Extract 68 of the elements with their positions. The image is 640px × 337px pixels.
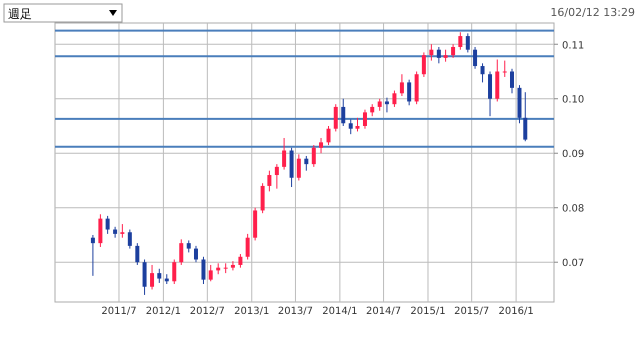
candlestick: [120, 224, 124, 238]
candlestick: [164, 274, 169, 285]
candlestick: [186, 240, 191, 253]
candlestick: [458, 32, 462, 50]
candlestick: [150, 264, 154, 290]
x-tick-label: 2015/7: [454, 306, 490, 317]
x-tick-label: 2015/1: [410, 306, 446, 317]
candlestick: [208, 264, 213, 282]
candlestick: [319, 137, 324, 154]
candlestick: [510, 68, 514, 94]
candlestick: [370, 104, 374, 117]
candlestick: [246, 233, 250, 260]
candlestick: [362, 109, 367, 130]
candlestick: [106, 215, 110, 234]
candlestick: [216, 262, 220, 275]
x-tick-label: 2014/7: [366, 306, 402, 317]
candlestick: [429, 44, 434, 62]
x-tick-label: 2013/7: [278, 306, 314, 317]
candlestick: [296, 154, 301, 181]
x-tick-label: 2013/1: [234, 306, 270, 317]
candlestick: [378, 98, 382, 112]
x-tick-label: 2012/7: [190, 306, 225, 317]
candlestick: [135, 242, 140, 266]
candlestick: [341, 98, 346, 126]
y-tick-label: 0.11: [562, 40, 584, 52]
x-tick-label: 2014/1: [322, 306, 358, 317]
candlestick: [224, 262, 228, 274]
y-tick-label: 0.07: [562, 258, 584, 270]
y-tick-label: 0.09: [562, 149, 584, 160]
candlestick: [90, 234, 95, 276]
candlestick: [326, 125, 331, 146]
candlestick: [282, 137, 286, 170]
candlestick: [444, 49, 448, 62]
candlestick: [194, 245, 198, 263]
candlestick: [466, 32, 470, 53]
candlestick: [502, 60, 507, 78]
x-tick-label: 2016/1: [498, 306, 534, 317]
y-tick-label: 0.08: [562, 204, 584, 215]
candlestick: [407, 79, 412, 106]
candlestick: [334, 104, 338, 132]
candlestick: [480, 62, 485, 83]
x-tick-label: 2012/1: [146, 306, 181, 317]
candlestick: [267, 170, 272, 192]
candlestick: [436, 46, 441, 64]
candlestick: [201, 256, 206, 285]
candlestick: [392, 90, 396, 108]
candlestick: [400, 74, 404, 97]
candlestick: [230, 260, 235, 271]
y-tick-label: 0.10: [562, 94, 584, 106]
candlestick: [355, 117, 360, 132]
x-tick-label: 2011/7: [101, 306, 137, 317]
candlestick: [274, 164, 279, 190]
chart-title: 週足: [8, 7, 32, 21]
candlestick: [304, 155, 308, 172]
candlestick: [179, 238, 184, 266]
text: 16/02/12 13:29: [550, 6, 635, 19]
candlestick: [422, 52, 426, 78]
candlestick: [128, 229, 132, 250]
candlestick: [451, 44, 456, 58]
candlestick: [384, 97, 389, 113]
candlestick: [113, 226, 118, 238]
candlestick: [473, 46, 478, 70]
candlestick: [172, 258, 176, 285]
candlestick: [312, 144, 316, 168]
candlestick: [523, 92, 528, 142]
candlestick: [348, 118, 353, 135]
candlestick: [157, 268, 162, 284]
candlestick: [238, 254, 242, 268]
